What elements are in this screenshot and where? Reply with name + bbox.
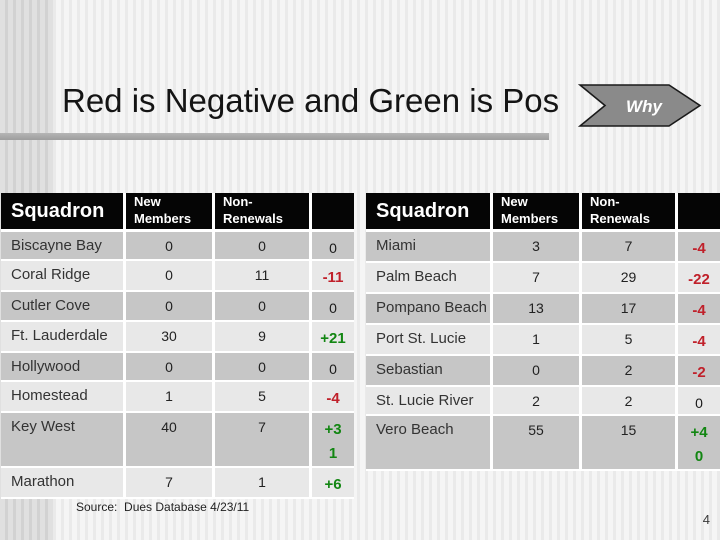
squadron-name: Sebastian [366,356,493,387]
non-renewals-value: 2 [582,356,678,387]
net-change-value: +6 [312,468,354,500]
table-row: St. Lucie River 2 2 0 [366,387,720,417]
net-change-value: -4 [678,232,720,263]
table-row: Marathon 7 1 +6 [1,468,354,500]
non-renewals-value: 0 [215,352,312,383]
table-row: Cutler Cove 0 0 0 [1,292,354,322]
net-change-value: +3 1 [312,413,354,469]
squadron-table-left: Squadron New Members Non- Renewals Bisca… [1,193,354,500]
net-change-value: -22 [678,263,720,294]
net-change-value: -11 [312,261,354,293]
net-change-value: 0 [678,387,720,417]
squadron-name: St. Lucie River [366,387,493,417]
non-renewals-value: 2 [582,387,678,417]
column-header-squadron: Squadron [1,193,126,232]
why-arrow-label: Why [626,97,663,116]
squadron-name: Port St. Lucie [366,325,493,356]
column-header-new-members: New Members [126,193,215,232]
non-renewals-value: 9 [215,321,312,353]
squadron-name: Ft. Lauderdale [1,321,126,353]
new-members-value: 0 [126,352,215,383]
non-renewals-value: 5 [582,325,678,356]
net-change-value: -4 [312,382,354,414]
squadron-name: Biscayne Bay [1,232,126,262]
non-renewals-value: 15 [582,416,678,472]
table-row: Port St. Lucie 1 5 -4 [366,325,720,356]
non-renewals-value: 7 [215,413,312,469]
table-row: Ft. Lauderdale 30 9 +21 [1,321,354,353]
squadron-name: Hollywood [1,352,126,383]
non-renewals-value: 29 [582,263,678,294]
net-change-value: 0 [312,352,354,383]
new-members-value: 1 [126,382,215,414]
column-header-squadron: Squadron [366,193,493,232]
slide-title: Red is Negative and Green is Pos [62,82,560,119]
squadron-name: Marathon [1,468,126,500]
new-members-value: 0 [493,356,582,387]
table-row: Palm Beach 7 29 -22 [366,263,720,294]
table-row: Miami 3 7 -4 [366,232,720,263]
net-change-value: -4 [678,294,720,325]
squadron-name: Miami [366,232,493,263]
net-change-value: -4 [678,325,720,356]
table-row: Pompano Beach 13 17 -4 [366,294,720,325]
squadron-name: Coral Ridge [1,261,126,293]
new-members-value: 40 [126,413,215,469]
squadron-name: Homestead [1,382,126,414]
non-renewals-value: 11 [215,261,312,293]
non-renewals-value: 17 [582,294,678,325]
table-row: Homestead 1 5 -4 [1,382,354,414]
table-row: Coral Ridge 0 11 -11 [1,261,354,293]
squadron-name: Cutler Cove [1,292,126,322]
non-renewals-value: 0 [215,292,312,322]
non-renewals-value: 0 [215,232,312,262]
why-arrow[interactable]: Why [578,83,703,128]
new-members-value: 0 [126,292,215,322]
non-renewals-value: 5 [215,382,312,414]
new-members-value: 13 [493,294,582,325]
squadron-name: Key West [1,413,126,469]
column-header-non-renewals: Non- Renewals [582,193,678,232]
squadron-name: Palm Beach [366,263,493,294]
page-number: 4 [702,512,710,527]
title-underline [0,133,549,140]
new-members-value: 3 [493,232,582,263]
column-header-delta [312,193,354,232]
table-header-row: Squadron New Members Non- Renewals [366,193,720,232]
new-members-value: 7 [493,263,582,294]
table-row: Key West 40 7 +3 1 [1,413,354,469]
net-change-value: -2 [678,356,720,387]
non-renewals-value: 7 [582,232,678,263]
squadron-table-right: Squadron New Members Non- Renewals Miami… [366,193,720,472]
new-members-value: 0 [126,232,215,262]
column-header-delta [678,193,720,232]
column-header-new-members: New Members [493,193,582,232]
table-row: Biscayne Bay 0 0 0 [1,232,354,262]
squadron-name: Vero Beach [366,416,493,472]
net-change-value: 0 [312,292,354,322]
net-change-value: 0 [312,232,354,262]
chevron-arrow-shape [578,84,702,127]
table-row: Hollywood 0 0 0 [1,352,354,383]
new-members-value: 1 [493,325,582,356]
column-header-non-renewals: Non- Renewals [215,193,312,232]
net-change-value: +21 [312,321,354,353]
table-header-row: Squadron New Members Non- Renewals [1,193,354,232]
new-members-value: 0 [126,261,215,293]
table-row: Sebastian 0 2 -2 [366,356,720,387]
new-members-value: 55 [493,416,582,472]
new-members-value: 30 [126,321,215,353]
non-renewals-value: 1 [215,468,312,500]
net-change-value: +4 0 [678,416,720,472]
squadron-name: Pompano Beach [366,294,493,325]
new-members-value: 2 [493,387,582,417]
source-note: Source: Dues Database 4/23/11 [76,500,250,514]
table-row: Vero Beach 55 15 +4 0 [366,416,720,472]
new-members-value: 7 [126,468,215,500]
